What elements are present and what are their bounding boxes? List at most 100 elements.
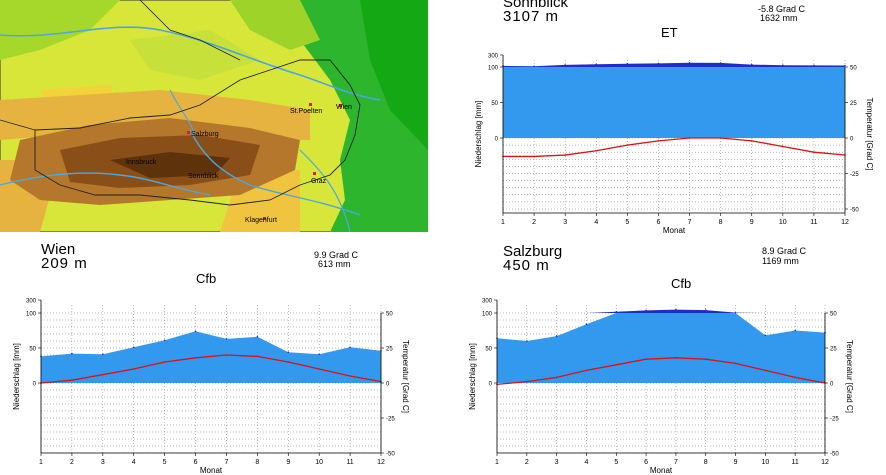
x-tick-label: 7	[674, 459, 678, 466]
y-right-tick-label: -50	[830, 452, 839, 458]
temperature-point	[349, 375, 351, 377]
temperature-point	[704, 358, 707, 360]
x-axis-label: Monat	[650, 466, 673, 475]
y-axis-label-left: Niederschlag [mm]	[12, 343, 21, 410]
precipitation-point	[704, 309, 707, 311]
precipitation-point	[318, 353, 320, 356]
precipitation-point	[564, 64, 566, 66]
y-axis-label-right: Temperatur [Grad C]	[401, 340, 410, 413]
precipitation-point	[657, 62, 660, 65]
city-label-innsbruck: Innsbruck	[126, 159, 157, 166]
precipitation-point	[194, 330, 197, 332]
climate-chart-sonnblick: Sonnblick 3107 m -5.8 Grad C 1632 mm ET …	[440, 0, 886, 238]
x-tick-label: 12	[841, 219, 849, 226]
x-axis-label: Monat	[663, 226, 686, 235]
annual-precipitation: 1169 mm	[762, 256, 799, 266]
precipitation-point	[794, 329, 796, 332]
x-tick-label: 10	[761, 459, 769, 466]
x-tick-label: 2	[70, 459, 74, 466]
temperature-point	[526, 380, 528, 383]
x-tick-label: 9	[750, 219, 754, 226]
temperature-point	[688, 137, 691, 139]
x-tick-label: 10	[315, 459, 323, 466]
precipitation-point	[844, 64, 846, 67]
precipitation-point	[71, 352, 73, 355]
y-left-tick-label: 50	[485, 347, 492, 353]
temperature-point	[71, 379, 73, 381]
x-tick-label: 6	[657, 219, 661, 226]
station-name: Sonnblick	[503, 0, 569, 11]
x-tick-label: 8	[704, 459, 708, 466]
temperature-point	[813, 151, 815, 153]
precipitation-point	[533, 65, 535, 68]
station-altitude: 450 m	[503, 257, 550, 274]
x-tick-label: 1	[39, 459, 43, 466]
precipitation-point	[287, 351, 290, 353]
temperature-point	[719, 137, 722, 139]
city-marker-wien	[339, 104, 342, 107]
x-tick-label: 8	[255, 459, 259, 466]
x-tick-label: 1	[501, 219, 505, 226]
y-left-tick-label: 100	[482, 312, 493, 318]
x-tick-label: 3	[101, 459, 105, 466]
temperature-point	[615, 364, 618, 366]
precipitation-point	[719, 62, 722, 64]
x-tick-label: 12	[821, 459, 829, 466]
annual-precipitation: 1632 mm	[760, 13, 798, 23]
city-marker-graz	[313, 172, 316, 175]
station-name: Salzburg	[503, 243, 563, 260]
temperature-point	[318, 368, 320, 370]
x-tick-label: 10	[779, 219, 787, 226]
precipitation-point	[595, 63, 598, 66]
temperature-point	[657, 140, 660, 142]
x-tick-label: 12	[377, 459, 385, 466]
station-altitude: 209 m	[41, 255, 88, 272]
city-label-st-poelten: St.Poelten	[290, 108, 322, 115]
precipitation-point	[764, 334, 767, 337]
x-tick-label: 8	[719, 219, 723, 226]
temperature-point	[533, 155, 535, 158]
precipitation-point	[102, 353, 104, 356]
temperature-line	[40, 354, 382, 384]
temperature-line	[503, 137, 846, 158]
x-tick-label: 4	[585, 459, 589, 466]
x-tick-label: 3	[555, 459, 559, 466]
y-left-tick-label: 100	[488, 66, 499, 72]
climate-diagram-svg: 1 2 3 4 5 6 7 8 9 10 11 12Monat05010030050250-25-50…	[12, 299, 410, 475]
y-left-tick-label: 300	[488, 54, 499, 60]
y-left-tick-label: 300	[482, 299, 493, 305]
climate-class: ET	[661, 25, 678, 40]
precipitation-point	[626, 62, 629, 65]
mean-temperature: 9.9 Grad C	[314, 250, 359, 260]
temperature-point	[626, 144, 629, 146]
precipitation-point	[555, 335, 558, 337]
y-right-tick-label: 25	[850, 101, 857, 107]
temperature-point	[564, 154, 566, 156]
x-tick-label: 7	[225, 459, 229, 466]
y-right-tick-label: 0	[386, 382, 390, 388]
y-left-tick-label: 0	[495, 137, 499, 143]
precipitation-area	[41, 331, 381, 383]
temperature-line	[496, 357, 826, 386]
precipitation-point	[585, 323, 588, 325]
temperature-point	[782, 145, 784, 148]
y-right-tick-label: 25	[386, 347, 393, 353]
x-tick-label: 5	[614, 459, 618, 466]
city-label-klagenfurt: Klagenfurt	[245, 217, 277, 224]
x-tick-label: 2	[532, 219, 536, 226]
temperature-point	[734, 362, 737, 365]
y-axis-label-left: Niederschlag [mm]	[468, 343, 477, 410]
y-right-tick-label: 0	[850, 137, 854, 143]
climate-class: Cfb	[196, 271, 217, 286]
y-left-tick-label: 300	[26, 299, 37, 305]
climate-class: Cfb	[671, 276, 692, 291]
y-right-tick-label: -25	[386, 417, 395, 423]
x-tick-label: 11	[792, 459, 799, 466]
temperature-point	[163, 361, 166, 363]
city-label-salzburg: Salzburg	[191, 131, 219, 138]
x-tick-label: 2	[525, 459, 529, 466]
x-tick-label: 5	[625, 219, 629, 226]
y-right-tick-label: -50	[850, 208, 859, 214]
precipitation-point	[734, 311, 737, 314]
